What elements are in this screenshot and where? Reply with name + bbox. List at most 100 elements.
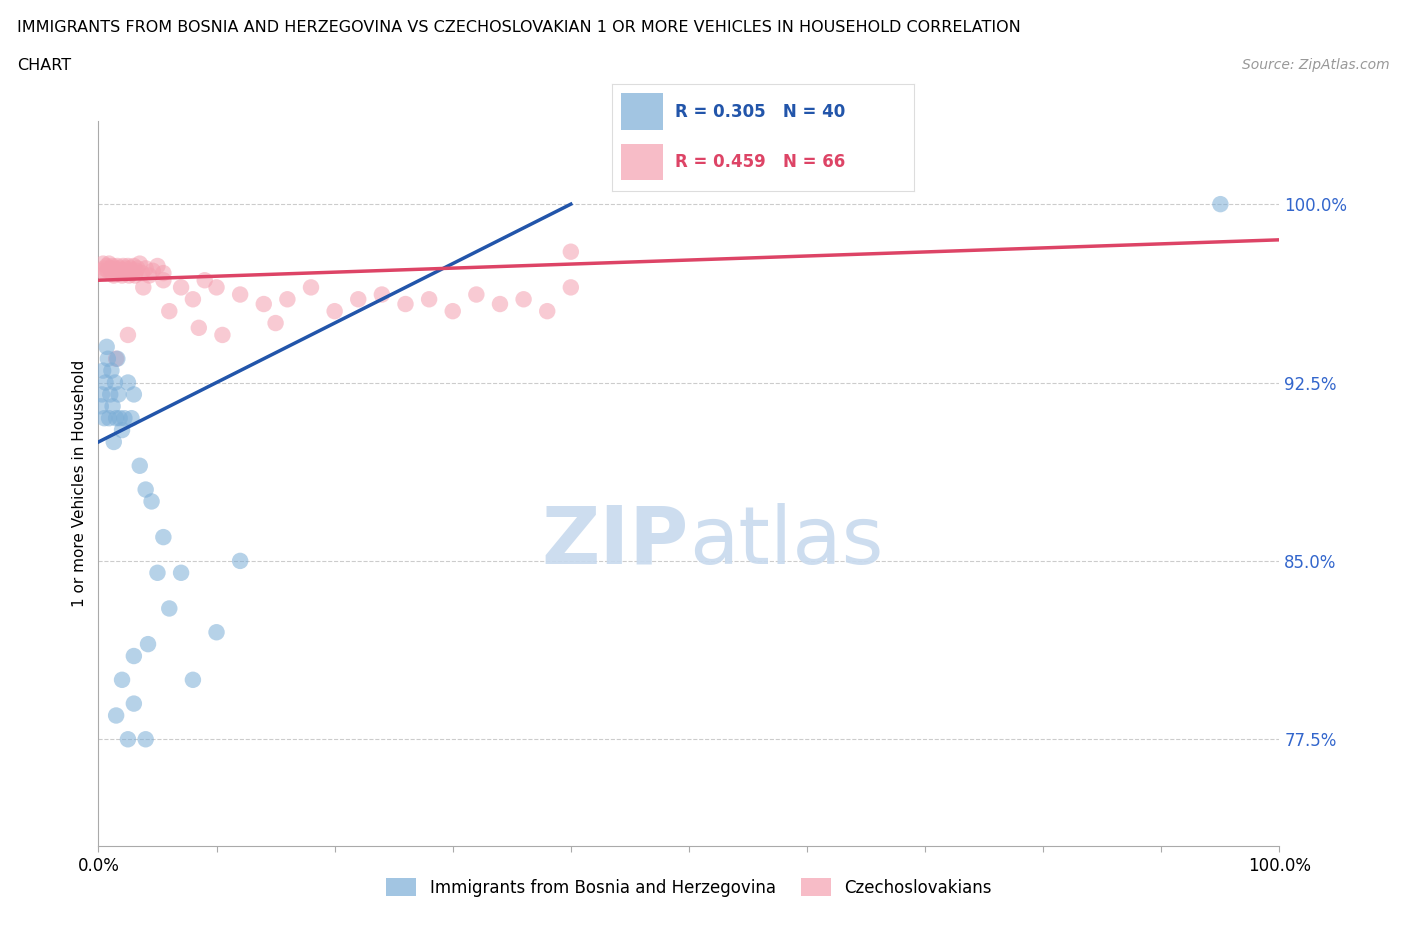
- Point: [125, 263, 148, 278]
- Point: [111, 672, 134, 687]
- Point: [146, 259, 169, 273]
- Text: Source: ZipAtlas.com: Source: ZipAtlas.com: [1241, 58, 1389, 72]
- Point: [105, 352, 128, 366]
- Point: [122, 648, 145, 663]
- Point: [101, 259, 124, 273]
- Point: [138, 268, 160, 283]
- Point: [107, 266, 129, 281]
- Point: [105, 259, 128, 273]
- Point: [253, 297, 276, 312]
- Legend: Immigrants from Bosnia and Herzegovina, Czechoslovakians: Immigrants from Bosnia and Herzegovina, …: [380, 871, 998, 903]
- Point: [229, 287, 252, 302]
- Point: [100, 364, 122, 379]
- Point: [136, 637, 159, 652]
- Point: [142, 263, 165, 278]
- Point: [98, 256, 121, 271]
- Point: [96, 339, 118, 354]
- Point: [1209, 197, 1232, 212]
- Point: [152, 272, 174, 287]
- Point: [135, 732, 157, 747]
- Point: [194, 272, 217, 287]
- Point: [93, 261, 115, 276]
- Point: [211, 327, 233, 342]
- Point: [127, 261, 149, 276]
- Point: [111, 268, 134, 283]
- Point: [299, 280, 322, 295]
- Point: [114, 261, 136, 276]
- Bar: [620, 93, 664, 129]
- Text: IMMIGRANTS FROM BOSNIA AND HERZEGOVINA VS CZECHOSLOVAKIAN 1 OR MORE VEHICLES IN : IMMIGRANTS FROM BOSNIA AND HERZEGOVINA V…: [17, 20, 1021, 35]
- Text: R = 0.305   N = 40: R = 0.305 N = 40: [675, 102, 845, 121]
- Point: [104, 375, 127, 390]
- Point: [111, 422, 134, 437]
- Point: [112, 259, 135, 273]
- Point: [101, 399, 124, 414]
- Point: [152, 266, 174, 281]
- Y-axis label: 1 or more Vehicles in Household: 1 or more Vehicles in Household: [72, 360, 87, 607]
- Point: [170, 280, 193, 295]
- Point: [121, 266, 143, 281]
- Point: [112, 411, 135, 426]
- Point: [117, 732, 139, 747]
- Point: [93, 411, 115, 426]
- Text: ZIP: ZIP: [541, 502, 689, 580]
- Point: [157, 601, 180, 616]
- Point: [91, 263, 114, 278]
- Point: [96, 259, 118, 273]
- Point: [441, 304, 464, 319]
- Point: [115, 266, 138, 281]
- Text: R = 0.459   N = 66: R = 0.459 N = 66: [675, 153, 845, 171]
- Point: [91, 387, 114, 402]
- Point: [141, 494, 163, 509]
- Point: [146, 565, 169, 580]
- Point: [107, 387, 129, 402]
- Point: [98, 261, 121, 276]
- Point: [229, 553, 252, 568]
- Point: [560, 245, 582, 259]
- Point: [122, 697, 145, 711]
- Point: [121, 263, 143, 278]
- Point: [536, 304, 558, 319]
- Point: [181, 292, 204, 307]
- Point: [97, 263, 120, 278]
- Point: [135, 261, 157, 276]
- Point: [122, 387, 145, 402]
- Point: [512, 292, 534, 307]
- Point: [100, 266, 122, 281]
- Point: [105, 352, 128, 366]
- Point: [117, 259, 139, 273]
- Point: [132, 280, 155, 295]
- Point: [121, 411, 143, 426]
- Point: [91, 364, 114, 379]
- Point: [120, 261, 142, 276]
- Point: [205, 625, 228, 640]
- Point: [90, 399, 112, 414]
- Point: [276, 292, 298, 307]
- Point: [323, 304, 346, 319]
- Point: [465, 287, 488, 302]
- Point: [135, 482, 157, 497]
- Text: atlas: atlas: [689, 502, 883, 580]
- Point: [371, 287, 394, 302]
- Point: [170, 565, 193, 580]
- Point: [108, 261, 131, 276]
- Point: [128, 458, 150, 473]
- Point: [124, 268, 146, 283]
- Point: [104, 261, 127, 276]
- Point: [110, 263, 132, 278]
- Point: [105, 263, 128, 278]
- Point: [181, 672, 204, 687]
- Point: [205, 280, 228, 295]
- Point: [418, 292, 440, 307]
- Point: [264, 315, 287, 330]
- Point: [489, 297, 512, 312]
- Point: [91, 256, 114, 271]
- Point: [394, 297, 416, 312]
- Point: [560, 280, 582, 295]
- Point: [152, 530, 174, 545]
- Point: [97, 352, 120, 366]
- Point: [94, 266, 117, 281]
- Point: [108, 411, 131, 426]
- Point: [105, 708, 128, 723]
- Point: [98, 411, 121, 426]
